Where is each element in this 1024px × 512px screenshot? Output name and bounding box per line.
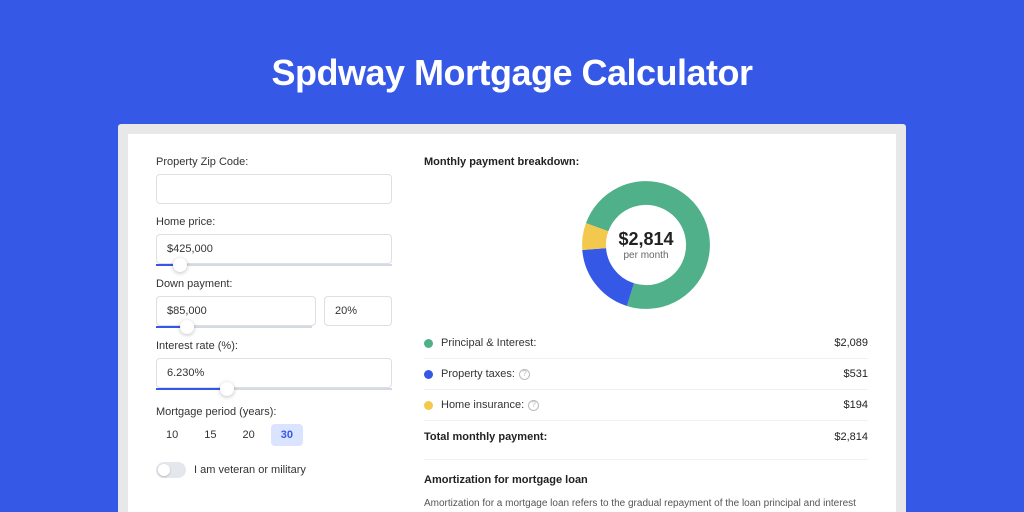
legend-value: $194 [844,399,868,411]
zip-label: Property Zip Code: [156,156,392,168]
period-option-20[interactable]: 20 [233,424,265,446]
breakdown-title: Monthly payment breakdown: [424,156,868,168]
amortization-text: Amortization for a mortgage loan refers … [424,496,868,512]
period-option-10[interactable]: 10 [156,424,188,446]
down-amount-input[interactable] [156,296,316,326]
period-option-15[interactable]: 15 [194,424,226,446]
legend-label: Home insurance:? [441,399,844,411]
page-title: Spdway Mortgage Calculator [0,0,1024,124]
down-slider[interactable] [156,326,312,328]
legend-swatch [424,401,433,410]
legend-label: Property taxes:? [441,368,844,380]
legend-swatch [424,370,433,379]
period-group: Mortgage period (years): 10 15 20 30 [156,406,392,446]
total-label: Total monthly payment: [424,431,834,443]
down-percent-input[interactable] [324,296,392,326]
donut-amount: $2,814 [618,229,673,250]
info-icon[interactable]: ? [528,400,539,411]
info-icon[interactable]: ? [519,369,530,380]
breakdown-panel: Monthly payment breakdown: $2,814 per mo… [424,156,868,512]
legend-swatch [424,339,433,348]
period-options: 10 15 20 30 [156,424,392,446]
legend-value: $2,089 [834,337,868,349]
legend-value: $531 [844,368,868,380]
rate-slider[interactable] [156,388,392,390]
amortization-title: Amortization for mortgage loan [424,474,868,486]
zip-input[interactable] [156,174,392,204]
rate-label: Interest rate (%): [156,340,392,352]
total-row: Total monthly payment: $2,814 [424,420,868,453]
down-group: Down payment: [156,278,392,328]
period-label: Mortgage period (years): [156,406,392,418]
donut-chart: $2,814 per month [424,180,868,310]
rate-input[interactable] [156,358,392,388]
price-input[interactable] [156,234,392,264]
calculator-card: Property Zip Code: Home price: Down paym… [128,134,896,512]
rate-group: Interest rate (%): [156,340,392,390]
legend: Principal & Interest:$2,089Property taxe… [424,328,868,420]
veteran-row: I am veteran or military [156,462,392,478]
amortization-section: Amortization for mortgage loan Amortizat… [424,459,868,512]
legend-row-1: Property taxes:?$531 [424,359,868,390]
veteran-toggle[interactable] [156,462,186,478]
price-label: Home price: [156,216,392,228]
zip-group: Property Zip Code: [156,156,392,204]
form-panel: Property Zip Code: Home price: Down paym… [156,156,392,512]
price-group: Home price: [156,216,392,266]
legend-label: Principal & Interest: [441,337,834,349]
down-label: Down payment: [156,278,392,290]
period-option-30[interactable]: 30 [271,424,303,446]
veteran-label: I am veteran or military [194,464,306,476]
total-value: $2,814 [834,431,868,443]
donut-sub: per month [623,250,668,261]
calculator-frame: Property Zip Code: Home price: Down paym… [118,124,906,512]
legend-row-2: Home insurance:?$194 [424,390,868,420]
price-slider[interactable] [156,264,392,266]
legend-row-0: Principal & Interest:$2,089 [424,328,868,359]
